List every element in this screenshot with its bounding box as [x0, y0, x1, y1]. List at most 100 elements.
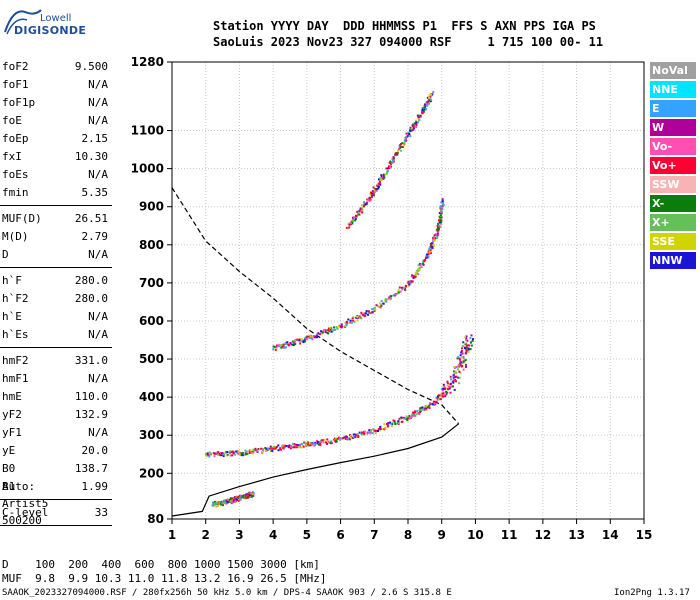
echo-point [471, 339, 474, 342]
echo-point [463, 347, 466, 350]
echo-point [429, 93, 432, 96]
echo-point [444, 395, 447, 398]
echo-point [344, 321, 347, 324]
echo-point [349, 434, 352, 437]
echo-point [320, 440, 323, 443]
echo-point [320, 330, 323, 333]
echo-point [334, 328, 337, 331]
echo-point [417, 116, 420, 119]
echo-point [414, 411, 417, 414]
param-name: yF1 [2, 426, 22, 439]
echo-point [412, 128, 415, 130]
echo-point [421, 406, 424, 409]
echo-point [391, 157, 394, 160]
echo-point [386, 167, 389, 170]
echo-point [310, 336, 313, 339]
echo-point [252, 449, 255, 452]
param-value: 20.0 [81, 444, 109, 457]
echo-point [377, 185, 380, 188]
echo-point [454, 376, 457, 378]
param-name: h`F2 [2, 292, 29, 305]
echo-point [335, 437, 338, 440]
legend-item-noval: NoVal [650, 62, 696, 79]
param-row: B0 138.7 [2, 460, 108, 478]
echo-point [439, 205, 442, 208]
echo-point [414, 119, 417, 122]
echo-point [377, 182, 380, 185]
echo-point [252, 492, 255, 494]
echo-point [272, 348, 275, 351]
echo-point [383, 299, 386, 302]
echo-point [442, 387, 445, 390]
echo-point [399, 146, 402, 149]
echo-point [314, 441, 317, 444]
echo-point [431, 403, 434, 406]
legend-item-x-: X- [650, 195, 696, 212]
echo-point [220, 454, 223, 457]
echo-point [467, 348, 470, 351]
echo-point [467, 344, 469, 347]
x-tick-label: 9 [438, 528, 446, 542]
echo-point [387, 424, 390, 427]
echo-point [389, 421, 392, 424]
echo-point [387, 423, 390, 426]
echo-point [387, 165, 390, 168]
echo-point [343, 436, 345, 439]
echo-point [408, 132, 411, 135]
echo-point [398, 417, 401, 420]
param-value: N/A [88, 310, 108, 323]
echo-point [280, 346, 283, 349]
echo-point [461, 352, 464, 355]
y-tick-label: 1000 [131, 162, 164, 176]
echo-point [410, 414, 413, 417]
echo-point [408, 417, 411, 419]
echo-point [468, 344, 471, 347]
echo-point [249, 495, 252, 498]
echo-point [399, 144, 402, 147]
echo-point [424, 108, 426, 110]
echo-point [299, 444, 302, 447]
echo-point [270, 450, 272, 452]
echo-point [385, 300, 388, 303]
param-row: hmE 110.0 [2, 388, 108, 406]
echo-point [425, 101, 428, 103]
echo-point [390, 423, 393, 426]
echo-point [208, 451, 211, 454]
echo-point [433, 237, 436, 240]
echo-point [229, 497, 232, 500]
echo-point [416, 114, 419, 117]
echo-point [286, 341, 289, 344]
param-value: 26.51 [74, 212, 108, 225]
echo-point [374, 431, 377, 434]
echo-point [365, 201, 368, 204]
echo-point [281, 345, 284, 348]
echo-point [375, 189, 378, 192]
echo-point [323, 329, 326, 332]
echo-point [372, 428, 375, 431]
echo-point [375, 188, 378, 191]
echo-point [249, 493, 251, 496]
echo-point [352, 219, 355, 222]
echo-point [438, 224, 441, 227]
echo-point [439, 220, 441, 223]
echo-point [245, 496, 247, 499]
echo-point [221, 502, 224, 505]
echo-point [446, 384, 449, 386]
echo-point [425, 255, 428, 258]
echo-point [456, 357, 459, 360]
param-value: 280.0 [74, 292, 108, 305]
echo-point [372, 186, 375, 189]
echo-point [379, 425, 382, 428]
echo-point [430, 93, 433, 96]
echo-point [435, 236, 438, 239]
param-row: yF2 132.9 [2, 406, 108, 424]
echo-point [449, 375, 452, 378]
echo-point [425, 407, 428, 410]
echo-point [422, 110, 425, 113]
echo-point [329, 326, 332, 329]
echo-point [240, 454, 243, 457]
echo-point [305, 442, 308, 445]
echo-point [458, 364, 461, 366]
x-tick-label: 10 [467, 528, 484, 542]
echo-point [470, 344, 473, 347]
